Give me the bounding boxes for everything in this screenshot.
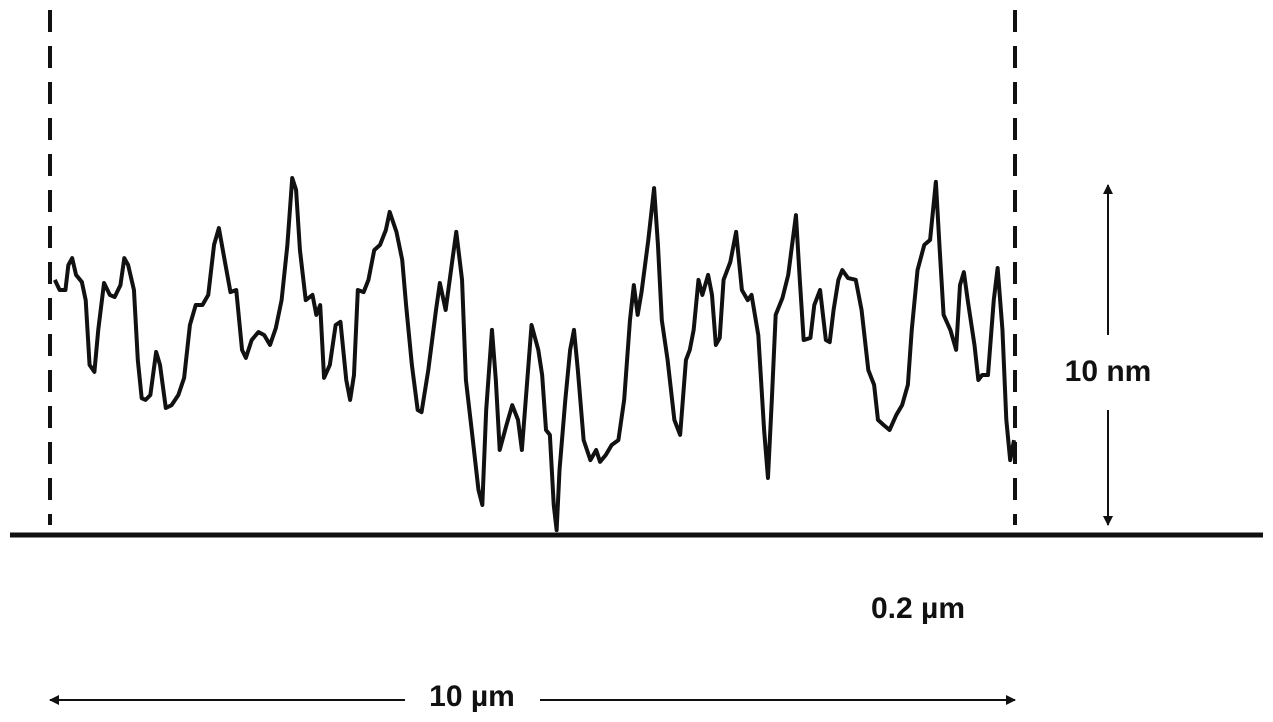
scale-label: 0.2 µm (871, 592, 965, 625)
width-label: 10 µm (429, 680, 515, 713)
height-label: 10 nm (1065, 355, 1152, 388)
profile-line (53, 176, 1016, 533)
